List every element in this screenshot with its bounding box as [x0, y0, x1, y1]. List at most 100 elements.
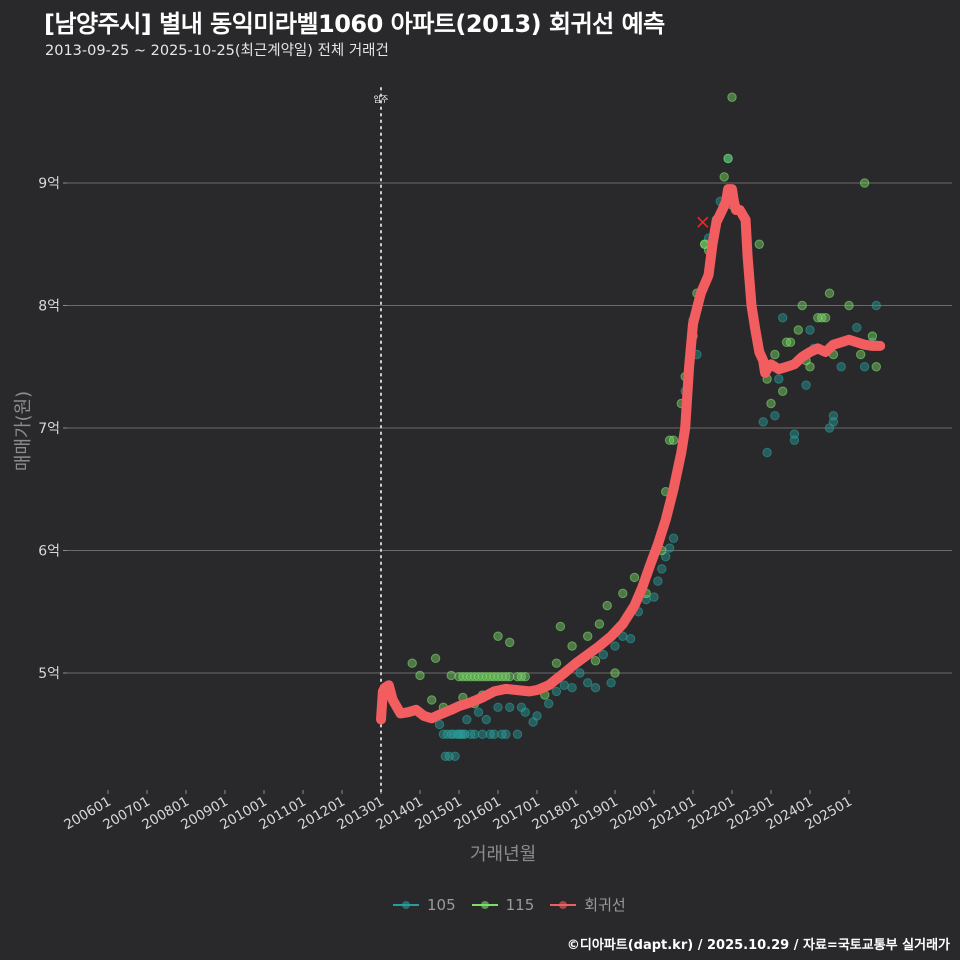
data-point-105	[501, 729, 511, 739]
data-point-105	[801, 380, 811, 390]
legend-key-icon	[393, 899, 419, 911]
scatter-points	[407, 92, 881, 761]
data-point-115	[754, 239, 764, 249]
data-point-105	[778, 313, 788, 323]
y-tick-label: 7억	[38, 421, 60, 437]
data-point-115	[446, 670, 456, 681]
data-point-115	[610, 668, 620, 678]
data-point-105	[551, 686, 562, 697]
legend-key-icon	[471, 899, 498, 911]
data-point-105	[657, 564, 667, 574]
regression-line	[376, 184, 886, 725]
x-axis-ticks: 2006012007012008012009012010012011012012…	[61, 790, 855, 833]
data-point-115	[824, 288, 835, 298]
data-point-105	[567, 683, 577, 693]
data-point-105	[649, 592, 659, 602]
data-point-105	[598, 649, 608, 660]
data-point-115	[668, 435, 679, 445]
legend-item-regression: 회귀선	[550, 894, 626, 915]
legend-label: 105	[427, 895, 456, 914]
y-tick-label: 5억	[38, 666, 60, 682]
data-point-115	[629, 572, 640, 583]
data-point-115	[871, 362, 881, 372]
data-point-115	[778, 386, 788, 396]
data-point-115	[766, 398, 776, 409]
regression-path	[376, 184, 886, 725]
data-point-115	[618, 588, 628, 599]
data-point-115	[430, 653, 441, 663]
data-point-115	[805, 362, 815, 372]
y-axis-label: 매매가(원)	[13, 390, 34, 472]
data-point-105	[836, 362, 846, 372]
legend-key-icon	[550, 899, 577, 911]
data-point-105	[544, 698, 554, 709]
data-point-105	[852, 322, 862, 333]
data-point-105	[462, 714, 472, 725]
data-point-115	[785, 337, 796, 347]
data-point-115	[867, 331, 878, 341]
data-point-105	[758, 417, 768, 427]
data-point-115	[505, 637, 515, 648]
data-point-105	[610, 641, 620, 651]
data-point-115	[407, 658, 417, 668]
legend: 105 115 회귀선	[393, 894, 632, 915]
data-point-105	[512, 729, 523, 739]
move-in-label: 입주	[374, 95, 389, 104]
legend-item-105: 105	[393, 896, 456, 914]
data-point-105	[434, 719, 445, 730]
data-point-105	[871, 300, 881, 311]
data-point-105	[653, 576, 663, 586]
data-point-105	[505, 702, 515, 712]
data-point-105	[590, 683, 601, 693]
data-point-105	[481, 714, 491, 725]
chart-subtitle: 2013-09-25 ~ 2025-10-25(최근계약일) 전체 거래건	[45, 43, 389, 59]
data-point-105	[859, 362, 870, 372]
data-point-115	[505, 671, 515, 682]
data-point-115	[415, 670, 425, 681]
y-tick-label: 9억	[38, 176, 60, 192]
x-axis-label: 거래년월	[470, 844, 537, 865]
data-point-115	[723, 153, 733, 164]
legend-label: 115	[505, 895, 535, 914]
data-point-105	[473, 707, 484, 717]
source-caption: ©디아파트(dapt.kr) / 2025.10.29 / 자료=국토교통부 실…	[566, 938, 950, 953]
data-point-115	[583, 631, 593, 641]
y-tick-label: 6억	[38, 544, 60, 560]
data-point-105	[583, 678, 593, 688]
data-point-105	[828, 417, 839, 427]
legend-item-115: 115	[471, 895, 535, 914]
data-point-105	[469, 729, 480, 739]
move-in-annotation-line: 입주	[374, 87, 389, 795]
data-point-105	[520, 707, 530, 717]
current-marker	[697, 216, 709, 228]
data-point-105	[625, 634, 636, 644]
data-point-115	[856, 349, 866, 360]
data-point-105	[532, 711, 542, 721]
data-point-105	[575, 668, 585, 678]
data-point-105	[789, 429, 800, 439]
data-point-115	[727, 92, 737, 102]
data-point-115	[770, 349, 780, 360]
data-point-105	[668, 533, 679, 543]
data-point-115	[590, 656, 601, 666]
data-point-115	[594, 619, 605, 629]
data-point-115	[427, 695, 437, 705]
data-point-115	[551, 658, 562, 668]
y-tick-label: 8억	[38, 299, 60, 315]
data-point-115	[555, 621, 566, 632]
data-point-115	[844, 300, 854, 311]
data-point-115	[719, 172, 729, 182]
data-point-105	[774, 374, 784, 384]
data-point-105	[450, 751, 460, 761]
y-axis-ticks: 5억 6억 7억 8억 9억	[38, 176, 67, 682]
data-point-105	[489, 729, 499, 739]
data-point-115	[602, 600, 612, 611]
legend-label: 회귀선	[584, 896, 626, 914]
data-point-105	[477, 729, 488, 739]
data-point-105	[770, 411, 780, 421]
gridlines	[67, 182, 952, 674]
data-point-105	[493, 702, 503, 712]
data-point-115	[493, 631, 503, 641]
data-point-105	[606, 678, 616, 688]
